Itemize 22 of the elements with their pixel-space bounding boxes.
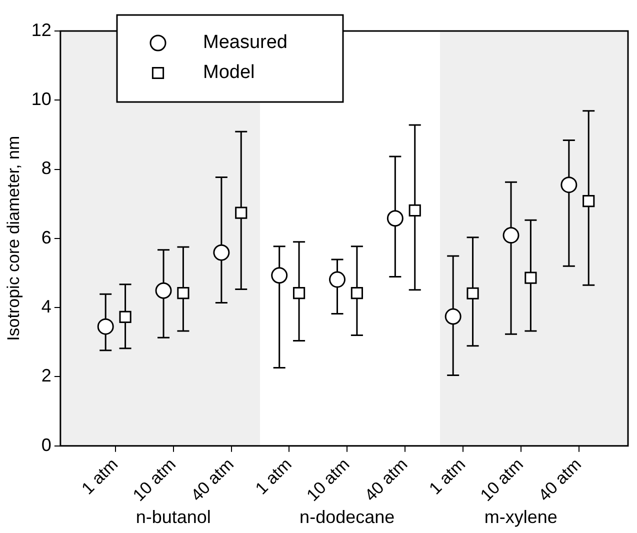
x-tick-label: 1 atm [252,454,296,498]
legend-label: Model [203,62,255,84]
x-tick-label: 40 atm [187,454,238,505]
y-tick-label: 2 [41,366,52,386]
text: m-xylene [484,507,558,527]
legend-label: Measured [203,32,288,54]
y-tick-label: 6 [41,227,52,248]
y-tick-label: 10 [31,89,52,110]
y-axis-title: Isotropic core diameter, nm [4,136,23,341]
x-tick-label: 10 atm [476,454,527,505]
x-tick-label: 1 atm [78,454,122,498]
y-tick-label: 0 [41,434,52,455]
x-tick-label: 40 atm [360,454,412,505]
x-tick-label: 10 atm [129,454,180,505]
y-tick-label: 12 [31,20,52,40]
x-tick-label: 10 atm [303,454,354,505]
x-tick-label: 40 atm [534,454,585,505]
text: n-dodecane [300,507,395,527]
text: n-butanol [136,507,211,527]
y-tick-label: 8 [41,158,52,178]
y-tick-label: 4 [41,296,52,317]
x-tick-label: 1 atm [426,454,470,498]
